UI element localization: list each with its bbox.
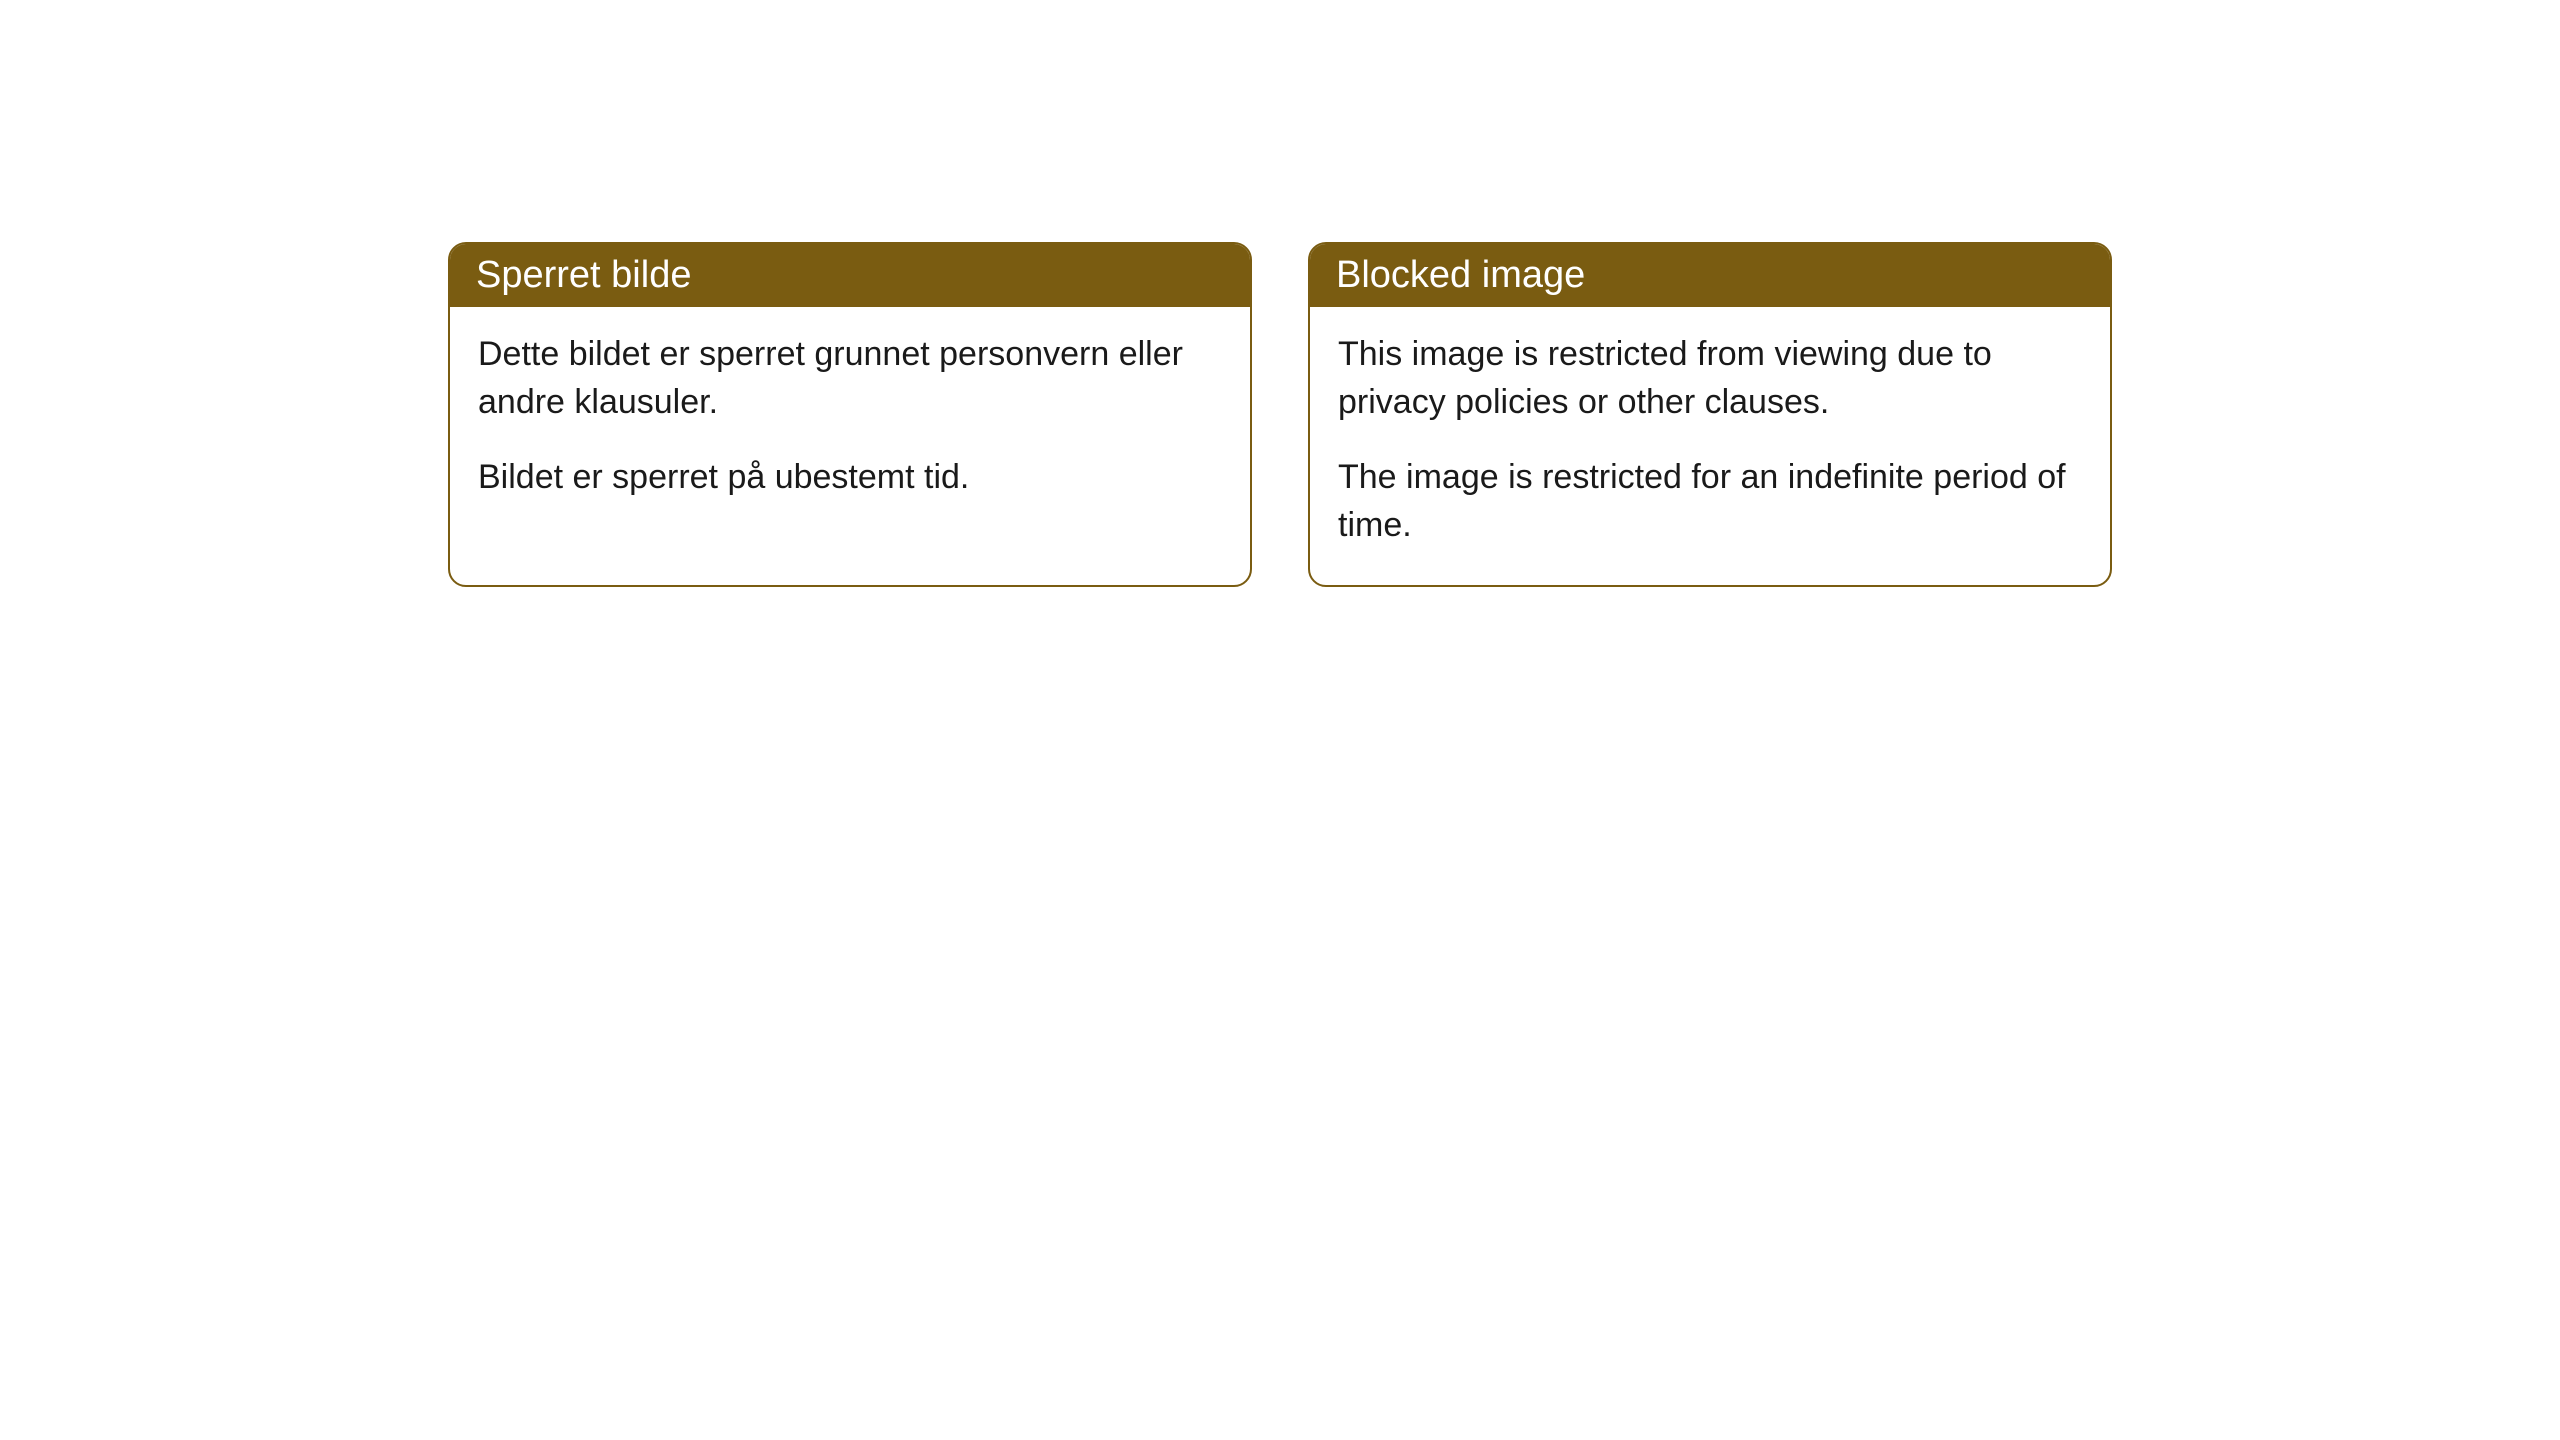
card-paragraph: Bildet er sperret på ubestemt tid. — [478, 454, 1222, 502]
card-paragraph: The image is restricted for an indefinit… — [1338, 454, 2082, 549]
card-paragraph: This image is restricted from viewing du… — [1338, 331, 2082, 426]
card-header: Blocked image — [1310, 244, 2110, 307]
card-body: This image is restricted from viewing du… — [1310, 307, 2110, 585]
blocked-image-card-english: Blocked image This image is restricted f… — [1308, 242, 2112, 587]
card-body: Dette bildet er sperret grunnet personve… — [450, 307, 1250, 538]
blocked-image-card-norwegian: Sperret bilde Dette bildet er sperret gr… — [448, 242, 1252, 587]
card-title: Blocked image — [1336, 254, 1585, 296]
card-title: Sperret bilde — [476, 254, 691, 296]
notice-cards-container: Sperret bilde Dette bildet er sperret gr… — [448, 242, 2112, 587]
card-header: Sperret bilde — [450, 244, 1250, 307]
card-paragraph: Dette bildet er sperret grunnet personve… — [478, 331, 1222, 426]
